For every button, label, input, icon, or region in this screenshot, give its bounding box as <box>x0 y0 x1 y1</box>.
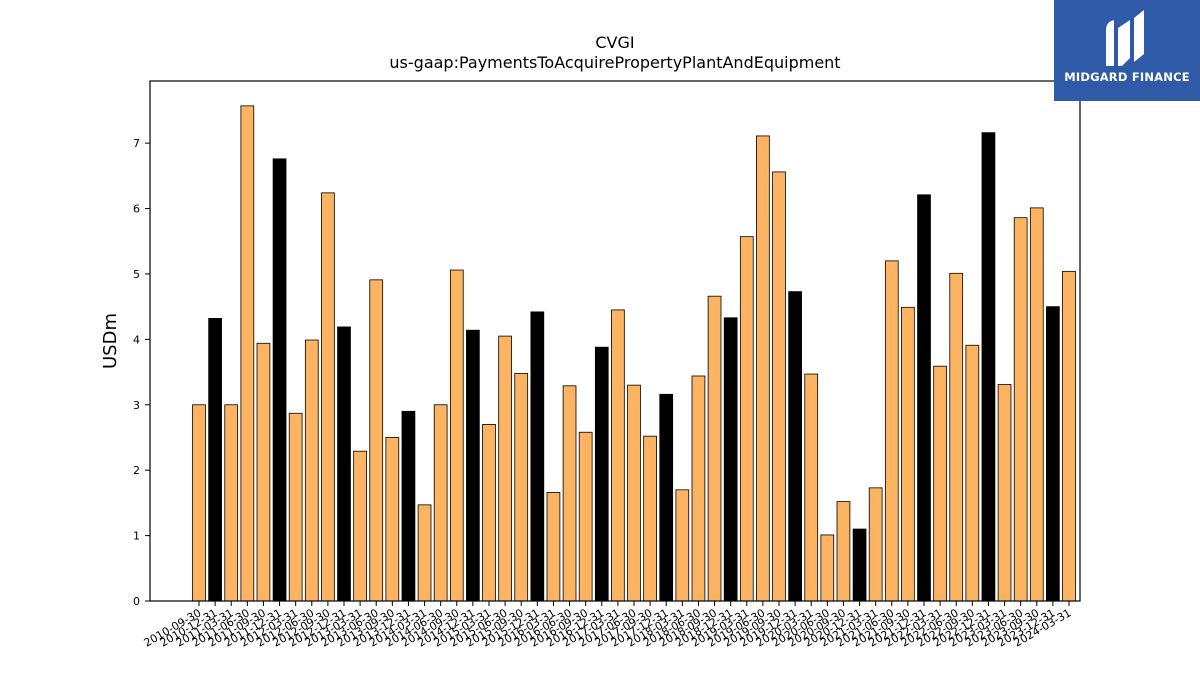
bar <box>997 384 1012 602</box>
logo-text: MIDGARD FINANCE <box>1064 70 1190 84</box>
bar <box>304 339 319 602</box>
y-tick-label: 2 <box>133 464 140 477</box>
bar <box>256 342 271 602</box>
bar <box>788 291 802 602</box>
bar <box>385 437 400 602</box>
bar <box>417 504 432 602</box>
bar <box>627 384 641 602</box>
bar <box>933 365 947 602</box>
bar <box>804 373 819 602</box>
bar <box>1029 207 1044 602</box>
bar <box>562 385 577 602</box>
bar <box>514 372 529 602</box>
bar <box>578 431 593 602</box>
bar <box>369 279 384 602</box>
bar <box>337 326 351 602</box>
y-tick-label: 4 <box>133 333 140 346</box>
brand-logo: MIDGARD FINANCE <box>1054 0 1200 101</box>
bar <box>546 492 561 602</box>
bar <box>739 236 754 602</box>
bar <box>321 192 335 602</box>
bar <box>482 423 496 602</box>
bar <box>272 158 287 602</box>
bar <box>852 528 867 602</box>
bar <box>901 306 915 602</box>
bar <box>707 295 722 602</box>
bar <box>981 132 996 602</box>
bar <box>772 171 786 602</box>
bar <box>353 450 367 602</box>
bars-group <box>192 105 1076 602</box>
y-tick-label: 7 <box>133 137 140 150</box>
logo-mark-icon <box>1106 10 1144 66</box>
bar <box>917 194 931 602</box>
bar <box>643 435 657 602</box>
bar <box>1062 270 1076 602</box>
y-axis-ticks: 0 1 2 3 4 5 6 7 <box>133 137 150 608</box>
y-tick-label: 0 <box>133 595 140 608</box>
bar <box>433 404 448 602</box>
bar <box>965 344 980 602</box>
bar <box>836 501 851 602</box>
bar <box>401 410 416 602</box>
bar <box>675 489 690 602</box>
bar <box>659 393 674 602</box>
bar <box>594 346 609 602</box>
bar <box>240 105 255 602</box>
y-tick-label: 6 <box>133 203 140 216</box>
bar <box>208 318 222 602</box>
bar <box>691 375 706 602</box>
bar <box>530 311 545 602</box>
y-tick-label: 1 <box>133 530 140 543</box>
chart-subtitle: us-gaap:PaymentsToAcquirePropertyPlantAn… <box>389 53 840 72</box>
bar <box>756 135 770 602</box>
bar <box>1013 217 1028 602</box>
bar <box>466 329 480 602</box>
bar <box>611 309 625 602</box>
bar <box>1046 306 1060 602</box>
bar <box>723 317 738 602</box>
bar <box>288 412 303 602</box>
chart-title: CVGI <box>595 33 634 52</box>
bar <box>224 404 239 602</box>
x-axis-ticks: 2010-09-302010-12-312011-03-312011-06-30… <box>142 601 1074 650</box>
bar <box>498 335 512 602</box>
bar <box>949 272 964 602</box>
y-tick-label: 3 <box>133 399 140 412</box>
plot-frame <box>149 80 1081 602</box>
bar <box>884 260 899 602</box>
bar <box>192 404 206 602</box>
y-tick-label: 5 <box>133 268 140 281</box>
bar <box>868 487 883 602</box>
bar <box>820 534 835 602</box>
y-axis-label: USDm <box>100 313 121 369</box>
bar <box>449 269 464 602</box>
